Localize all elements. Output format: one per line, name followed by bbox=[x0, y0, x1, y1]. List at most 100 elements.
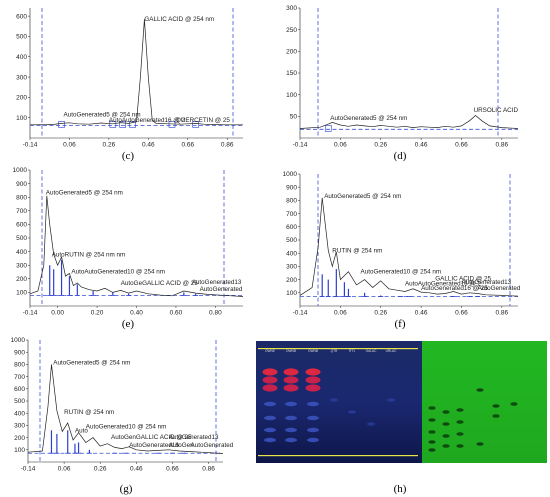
plot-c-peak-label: AutoGenerated5 @ 254 nm bbox=[64, 112, 141, 119]
plot-g-peak-label: AutoGenerated bbox=[191, 442, 234, 449]
panel-label-f: (f) bbox=[395, 318, 406, 330]
tlc-dark-spot bbox=[428, 448, 436, 452]
plot-g-y-tick-label: 400 bbox=[14, 410, 25, 417]
tlc-standard-spot bbox=[367, 422, 375, 426]
plot-e-x-tick-label: 0.40 bbox=[130, 310, 143, 317]
plot-c-peak-marker-box bbox=[109, 121, 117, 128]
plot-c-x-tick-label: -0.14 bbox=[23, 142, 38, 149]
tlc-dark-spot bbox=[492, 414, 500, 418]
tlc-dark-spot bbox=[442, 422, 450, 426]
plot-f-x-tick-label: 0.06 bbox=[334, 310, 347, 317]
plot-g-x-tick-label: 0.66 bbox=[166, 466, 179, 473]
plot-g-x-tick-label: 0.06 bbox=[58, 466, 71, 473]
plot-g-x-tick-label: 0.86 bbox=[202, 466, 215, 473]
tlc-blue-band bbox=[264, 401, 276, 407]
plot-g-peak-label: AutoGenerated10 @ 254 nm bbox=[86, 423, 167, 430]
plot-e-y-tick-label: 200 bbox=[16, 276, 27, 283]
tlc-red-band bbox=[305, 376, 321, 384]
plot-g-y-tick-label: 100 bbox=[14, 447, 25, 454]
panel-label-c: (c) bbox=[122, 150, 135, 162]
tlc-lane-label: GALAC bbox=[366, 349, 378, 353]
plot-c-peak-marker-box bbox=[58, 121, 65, 128]
tlc-dark-spot bbox=[476, 388, 484, 392]
plot-d-y-tick-label: 100 bbox=[286, 92, 297, 99]
tlc-blue-band bbox=[307, 437, 319, 443]
plot-f-peak-label: AutoGenerated13 bbox=[461, 279, 511, 286]
plot-e-x-tick-label: 0.60 bbox=[170, 310, 183, 317]
plot-d-peak-label: URSOLIC ACID bbox=[474, 107, 519, 114]
plot-c-x-tick-label: 0.06 bbox=[63, 142, 76, 149]
plot-f-y-tick-label: 800 bbox=[286, 198, 297, 205]
chromatogram-panel-d: 300 250 200 150 100 50 -0.14 0.06 0.26 0.46 0.66 0.… bbox=[286, 5, 518, 148]
tlc-dark-spot bbox=[428, 440, 436, 444]
plot-c-peak-marker-box bbox=[129, 121, 136, 128]
tlc-dark-spot bbox=[456, 444, 464, 448]
plot-e-peak-label: AutoGenerated5 @ 254 nm bbox=[46, 189, 123, 196]
plot-c-peak-label: AutoAutoGenerated16 @ 2 bbox=[109, 117, 186, 124]
plot-f-x-tick-label: 0.46 bbox=[415, 310, 428, 317]
tlc-dark-spot bbox=[456, 408, 464, 412]
chromatogram-panel-g: 1000 900 800 700 600 500 400 300 200 100 -0.14 0.06… bbox=[11, 337, 234, 472]
tlc-red-band bbox=[283, 368, 299, 376]
tlc-uv-lanes bbox=[262, 368, 395, 443]
plot-g-chromatogram-trace bbox=[27, 364, 224, 454]
plot-c-y-tick-label: 600 bbox=[16, 13, 27, 20]
tlc-plate-uv-image bbox=[256, 341, 422, 463]
tlc-lane-label: QTR bbox=[331, 349, 338, 353]
plot-d-x-tick-label: 0.26 bbox=[374, 142, 387, 149]
tlc-lane-label: OWNB bbox=[286, 349, 296, 353]
tlc-dark-spot bbox=[442, 434, 450, 438]
plot-d-x-tick-label: 0.06 bbox=[334, 142, 347, 149]
plot-d-y-tick-label: 200 bbox=[286, 49, 297, 56]
tlc-standard-spot bbox=[348, 410, 356, 414]
plot-f-peak-label: AutoGenerated bbox=[478, 285, 521, 292]
plot-e-chromatogram-trace bbox=[29, 195, 244, 297]
tlc-dark-spot bbox=[456, 420, 464, 424]
plot-e-y-tick-label: 700 bbox=[16, 208, 27, 215]
tlc-dark-spot bbox=[428, 430, 436, 434]
plot-e-x-tick-label: 0.00 bbox=[51, 310, 64, 317]
plot-d-chromatogram-trace bbox=[299, 115, 519, 129]
plot-f-y-tick-label: 100 bbox=[286, 290, 297, 297]
tlc-plate-panel-h: OWNE OWNB OWNB QTR RT1 GALAC URLAC bbox=[256, 341, 547, 463]
plot-c-peak-marker-box bbox=[119, 121, 126, 128]
plot-d-peak-marker-box bbox=[324, 125, 332, 132]
plot-d-x-tick-label: 0.66 bbox=[455, 142, 468, 149]
plot-f-y-tick-label: 900 bbox=[286, 184, 297, 191]
tlc-dark-spot bbox=[456, 432, 464, 436]
plot-c-x-tick-label: 0.66 bbox=[181, 142, 194, 149]
plot-e-y-tick-label: 400 bbox=[16, 249, 27, 256]
plot-f-peak-label: GALLIC ACID @ 25 bbox=[435, 275, 491, 282]
plot-e-y-tick-label: 600 bbox=[16, 222, 27, 229]
plot-f-peak-label: AutoGenerated5 @ 254 nm bbox=[324, 193, 401, 200]
tlc-dark-spot bbox=[442, 444, 450, 448]
plot-g-peak-label: AutoGen bbox=[169, 442, 194, 449]
plot-d-peak-label: AutoGenerated5 @ 254 nm bbox=[330, 115, 407, 122]
tlc-red-band bbox=[305, 384, 321, 392]
plot-g-y-tick-label: 500 bbox=[14, 398, 25, 405]
plot-g-y-tick-label: 1000 bbox=[11, 337, 26, 344]
tlc-blue-band bbox=[264, 415, 276, 421]
plot-e-peak-label: AutoAutoGenerated10 @ 254 nm bbox=[71, 268, 165, 275]
tlc-dark-spot bbox=[428, 406, 436, 410]
plot-d-y-tick-label: 50 bbox=[290, 114, 298, 121]
plot-g-y-tick-label: 700 bbox=[14, 374, 25, 381]
plot-d-x-tick-label: -0.14 bbox=[293, 142, 308, 149]
plot-c-peak-marker-box bbox=[192, 121, 199, 128]
plot-c-y-tick-label: 100 bbox=[16, 115, 27, 122]
tlc-blue-band bbox=[307, 401, 319, 407]
plot-g-peak-label: RUTIN @ 254 nm bbox=[64, 409, 114, 416]
chromatogram-panel-e: 1000 900 800 700 600 500 400 300 200 100 -0.14 0.00… bbox=[13, 167, 244, 317]
plot-e-peak-label: AutoGeGALLIC ACID @ 25 bbox=[121, 280, 199, 287]
tlc-red-band bbox=[262, 368, 278, 376]
plot-f-x-tick-label: 0.66 bbox=[455, 310, 468, 317]
tlc-dark-spot bbox=[476, 442, 484, 446]
plot-e-y-tick-label: 500 bbox=[16, 235, 27, 242]
tlc-blue-band bbox=[264, 427, 276, 433]
plot-f-y-tick-label: 200 bbox=[286, 277, 297, 284]
tlc-green-spots bbox=[428, 388, 518, 452]
tlc-lane-labels: OWNE OWNB OWNB QTR RT1 GALAC URLAC bbox=[265, 349, 397, 353]
tlc-plate-frame-bottom bbox=[258, 455, 418, 457]
tlc-lane-label: RT1 bbox=[349, 349, 355, 353]
